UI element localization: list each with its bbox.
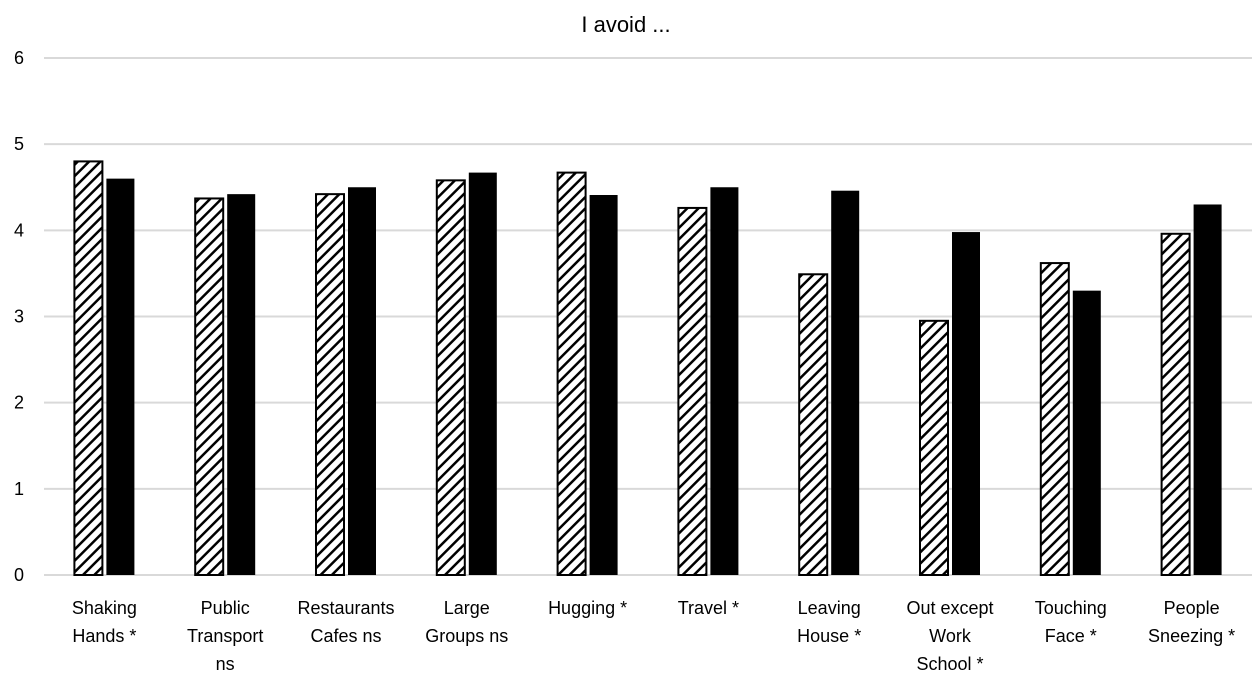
bar-hatched-1 <box>194 197 225 576</box>
bar-solid-0 <box>106 178 135 575</box>
bar-solid-2 <box>348 187 376 575</box>
x-tick-label: Restaurants Cafes ns <box>297 598 395 646</box>
x-tick-label: Hugging * <box>548 598 628 618</box>
y-tick-label: 2 <box>14 393 24 413</box>
x-tick-label: Public Transport ns <box>187 598 264 674</box>
bar-hatched-8 <box>1039 262 1070 576</box>
x-tick-label: People Sneezing * <box>1148 598 1236 646</box>
y-tick-label: 4 <box>14 220 24 240</box>
x-tick-label: Large Groups ns <box>425 598 509 646</box>
bar-solid-1 <box>227 194 256 576</box>
bar-hatched-5 <box>677 206 708 576</box>
bars <box>73 160 1222 577</box>
y-tick-label: 5 <box>14 134 24 154</box>
x-tick-label: Shaking Hands * <box>71 598 137 646</box>
bar-hatched-4 <box>556 171 587 577</box>
chart-title: I avoid ... <box>581 12 671 37</box>
y-tick-label: 3 <box>14 307 24 327</box>
bar-solid-4 <box>589 195 618 575</box>
bar-solid-5 <box>710 187 739 575</box>
y-tick-label: 0 <box>14 565 24 585</box>
bar-hatched-9 <box>1160 232 1191 576</box>
bar-solid-3 <box>468 172 497 575</box>
bar-solid-9 <box>1193 204 1222 575</box>
bar-hatched-3 <box>435 179 466 577</box>
bar-solid-8 <box>1072 290 1101 575</box>
bar-hatched-2 <box>315 193 345 576</box>
bar-hatched-0 <box>73 160 104 576</box>
x-tick-label: Out except Work School * <box>906 598 994 674</box>
y-tick-label: 1 <box>14 479 24 499</box>
gridlines <box>44 57 1252 576</box>
x-tick-label: Travel * <box>677 598 740 618</box>
bar-solid-7 <box>952 232 980 575</box>
bar-hatched-6 <box>798 273 829 576</box>
x-tick-label: Touching Face * <box>1034 598 1107 646</box>
bar-solid-6 <box>831 190 860 576</box>
bar-hatched-7 <box>919 319 949 576</box>
x-tick-label: Leaving House * <box>797 598 862 646</box>
y-axis-ticks: 0 1 2 3 4 5 6 <box>14 48 24 585</box>
y-tick-label: 6 <box>14 48 24 68</box>
